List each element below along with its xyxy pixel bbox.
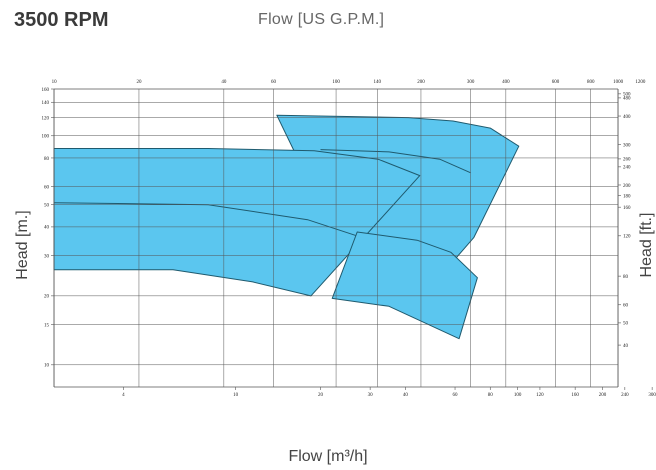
x2-tick-label: 300 [467, 80, 475, 85]
y2-tick-label: 160 [623, 206, 631, 211]
x2-tick-label: 400 [502, 80, 510, 85]
x2-tick-label: 200 [417, 80, 425, 85]
y-tick-label: 20 [44, 295, 50, 300]
y2-tick-label: 60 [623, 304, 629, 309]
y-tick-label: 120 [42, 116, 50, 121]
x2-tick-label: 1200 [635, 80, 646, 85]
x2-tick-label: 60 [271, 80, 277, 85]
x2-tick-label: 100 [332, 80, 340, 85]
inner-curve-2-1 [53, 202, 371, 241]
y2-tick-label: 50 [623, 322, 629, 327]
x-tick-label: 20 [318, 393, 324, 398]
tick-labels: 4 10 20 30 40 60 80 100 120 160 200 240 300 400 10 20 40… [42, 80, 656, 398]
y-tick-label: 15 [44, 323, 50, 328]
bottom-axis-title: Flow [m³/h] [288, 448, 368, 465]
chart-title: 3500 RPM [14, 9, 109, 31]
y-tick-label: 30 [44, 254, 50, 259]
x2-tick-label: 600 [552, 80, 560, 85]
curve-regions [53, 114, 520, 340]
x-tick-label: 120 [536, 393, 544, 398]
x2-tick-label: 10 [52, 80, 58, 85]
y2-tick-label: 300 [623, 143, 631, 148]
x2-tick-label: 40 [221, 80, 227, 85]
y2-tick-label: 80 [623, 275, 629, 280]
x-tick-label: 40 [403, 393, 409, 398]
y-tick-label: 80 [44, 157, 50, 162]
x-tick-label: 10 [233, 393, 239, 398]
x-tick-label: 160 [571, 393, 579, 398]
x-tick-label: 100 [514, 393, 522, 398]
x2-tick-label: 800 [587, 80, 595, 85]
x2-tick-label: 1000 [613, 80, 624, 85]
x-tick-label: 60 [453, 393, 459, 398]
y-tick-label: 60 [44, 185, 50, 190]
y2-tick-label: 200 [623, 184, 631, 189]
y2-tick-label: 480 [623, 97, 631, 102]
y2-tick-label: 260 [623, 158, 631, 163]
y2-tick-label: 400 [623, 115, 631, 120]
x2-tick-label: 20 [136, 80, 142, 85]
x-tick-label: 80 [488, 393, 494, 398]
y2-tick-label: 40 [623, 344, 629, 349]
y-tick-label: 160 [42, 88, 50, 93]
grid [53, 88, 619, 388]
x2-tick-label: 140 [374, 80, 382, 85]
y-tick-label: 100 [42, 135, 50, 140]
top-axis-title: Flow [US G.P.M.] [258, 11, 385, 28]
y2-tick-label: 240 [623, 166, 631, 171]
y2-tick-label: 120 [623, 235, 631, 240]
x-tick-label: 240 [621, 393, 629, 398]
curve-region-3 [331, 231, 478, 340]
x-tick-label: 30 [368, 393, 374, 398]
y2-tick-label: 180 [623, 194, 631, 199]
y-tick-label: 10 [44, 364, 50, 369]
x-tick-label: 4 [122, 393, 125, 398]
y-tick-label: 40 [44, 226, 50, 231]
x-tick-label: 200 [599, 393, 607, 398]
inner-curve-1-1 [320, 149, 471, 174]
y-tick-label: 140 [42, 101, 50, 106]
y-tick-label: 50 [44, 204, 50, 209]
y2-tick-label: 500 [623, 93, 631, 98]
x-tick-label: 300 [648, 393, 656, 398]
